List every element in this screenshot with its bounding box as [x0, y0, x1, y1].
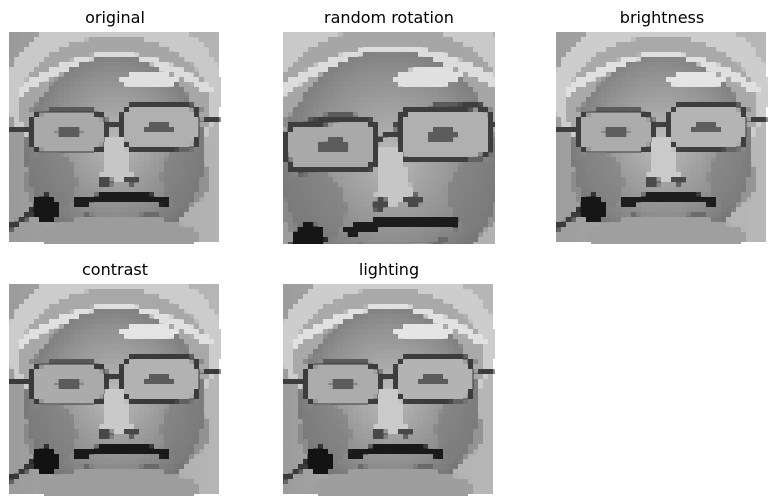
panel-title: brightness: [619, 8, 705, 27]
panel-title: contrast: [82, 260, 148, 279]
face-image-contrast: [9, 284, 221, 496]
panel-title: lighting: [358, 260, 420, 279]
panel-title: original: [85, 8, 145, 27]
face-image-lighting: [283, 284, 495, 496]
panel-title: random rotation: [324, 8, 454, 27]
face-image-original: [9, 32, 221, 244]
face-image-brightness: [556, 32, 768, 244]
face-image-random-rotation: [283, 32, 495, 244]
